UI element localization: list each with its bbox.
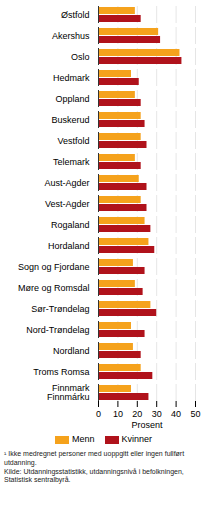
svg-text:Vestfold: Vestfold [57,136,89,146]
svg-text:Oslo: Oslo [71,52,90,62]
svg-text:40: 40 [171,409,181,419]
svg-text:Møre og Romsdal: Møre og Romsdal [18,283,90,293]
html-text:Kvinner: Kvinner [121,434,152,444]
svg-text:20: 20 [132,409,142,419]
svg-text:Troms Romsa: Troms Romsa [33,367,89,377]
svg-text:Oppland: Oppland [55,94,89,104]
svg-text:Aust-Agder: Aust-Agder [44,178,89,188]
html-text:Menn: Menn [72,434,95,444]
svg-text:Sør-Trøndelag: Sør-Trøndelag [31,304,89,314]
svg-text:Østfold: Østfold [61,10,90,20]
svg-text:50: 50 [190,409,200,419]
svg-text:10: 10 [113,409,123,419]
svg-text:Hordaland: Hordaland [48,241,90,251]
svg-text:0: 0 [96,409,101,419]
svg-text:Hedmark: Hedmark [53,73,90,83]
svg-text:Nord-Trøndelag: Nord-Trøndelag [26,325,89,335]
svg-text:Nordland: Nordland [53,346,90,356]
html-text:Kilde: Utdanningsstatistikk, u: Kilde: Utdanningsstatistikk, utdanningsn… [4,467,184,484]
svg-text:Vest-Agder: Vest-Agder [45,199,90,209]
svg-text:Buskerud: Buskerud [51,115,89,125]
svg-text:FinnmarkFinnmárku: FinnmarkFinnmárku [47,383,90,402]
svg-text:30: 30 [152,409,162,419]
html-text:¹ Ikke medregnet personer med: ¹ Ikke medregnet personer med uoppgitt e… [4,450,185,466]
svg-text:Akershus: Akershus [52,31,90,41]
svg-text:Prosent: Prosent [131,420,163,430]
svg-text:Sogn og Fjordane: Sogn og Fjordane [18,262,90,272]
svg-text:Rogaland: Rogaland [51,220,90,230]
svg-text:Telemark: Telemark [53,157,90,167]
